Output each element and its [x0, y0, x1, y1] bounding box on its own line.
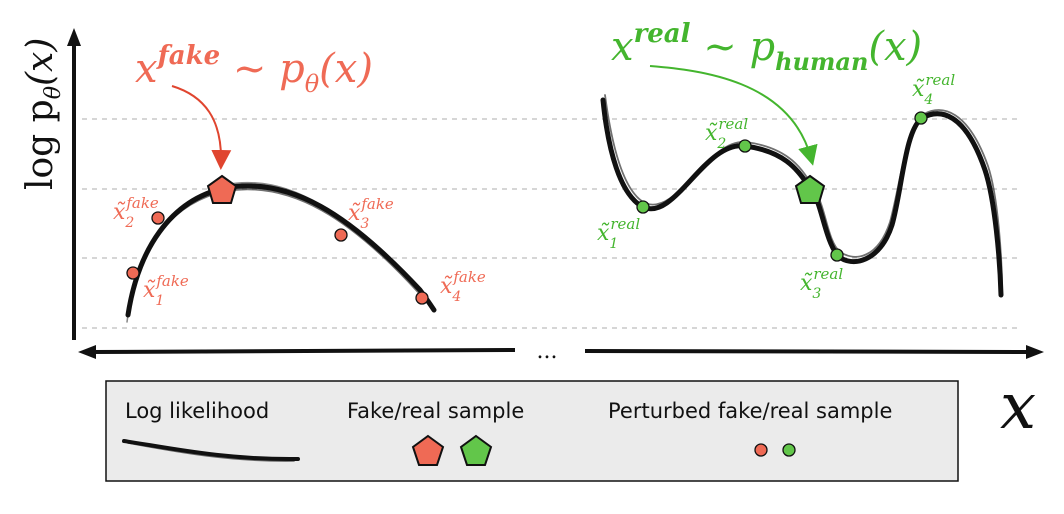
legend-perturbed-real-dot [782, 443, 796, 457]
perturbed-real-point-4 [914, 111, 928, 125]
fake-sample-pentagon [206, 174, 238, 204]
real-sample-arrow [649, 65, 818, 166]
fake-sample-arrow [171, 85, 232, 170]
fake-distribution-title: xfake ~ pθ(x) [135, 41, 373, 98]
legend-fake-pentagon [411, 434, 445, 466]
legend-perturbed-fake-dot [754, 443, 768, 457]
perturbed-real-point-3 [830, 248, 844, 262]
y-label-subscript: θ [41, 86, 66, 99]
real-point-label-4: x̃4real [912, 71, 955, 108]
perturbed-fake-points [126, 211, 429, 305]
legend: Log likelihood Fake/real sample Perturbe… [105, 380, 959, 482]
x-axis-label: x [1000, 370, 1036, 444]
perturbed-fake-point-4 [415, 291, 429, 305]
y-axis-arrowhead [67, 28, 81, 46]
y-label-prefix: log p [20, 99, 61, 190]
fake-point-label-1: x̃1fake [143, 272, 189, 309]
x-axis-left-arrowhead [78, 345, 96, 359]
y-axis [67, 28, 81, 340]
y-axis-label: log pθ(x) [20, 38, 66, 190]
legend-sample-label: Fake/real sample [347, 399, 524, 423]
perturbed-fake-point-2 [151, 211, 165, 225]
fake-point-label-2: x̃2fake [113, 194, 159, 231]
perturbed-real-point-2 [738, 139, 752, 153]
perturbed-real-points [636, 111, 928, 262]
perturbed-real-point-1 [636, 200, 650, 214]
fake-point-label-3: x̃3fake [348, 195, 394, 232]
x-axis [78, 345, 1044, 359]
real-point-label-2: x̃2real [705, 115, 748, 152]
legend-box [105, 380, 959, 482]
y-label-suffix: (x) [20, 38, 61, 86]
real-sample-pentagon [794, 174, 826, 204]
real-point-labels: x̃1real x̃2real x̃3real x̃4real [597, 71, 955, 302]
perturbed-fake-point-3 [334, 228, 348, 242]
real-point-label-1: x̃1real [597, 215, 640, 252]
legend-real-pentagon [459, 434, 493, 466]
legend-curve-swatch [122, 439, 300, 462]
fake-point-label-4: x̃4fake [440, 268, 486, 305]
x-axis-right-arrowhead [1026, 345, 1044, 359]
legend-perturbed-label: Perturbed fake/real sample [608, 399, 892, 423]
perturbed-fake-point-1 [126, 266, 140, 280]
real-distribution-title: xreal ~ phuman(x) [611, 19, 922, 76]
fake-point-labels: x̃1fake x̃2fake x̃3fake x̃4fake [113, 194, 486, 309]
legend-log-likelihood-label: Log likelihood [125, 399, 269, 423]
svg-text:log pθ(x): log pθ(x) [20, 38, 66, 190]
real-point-label-3: x̃3real [800, 265, 843, 302]
grid-lines [82, 118, 1018, 329]
axis-ellipsis: ... [537, 339, 558, 364]
